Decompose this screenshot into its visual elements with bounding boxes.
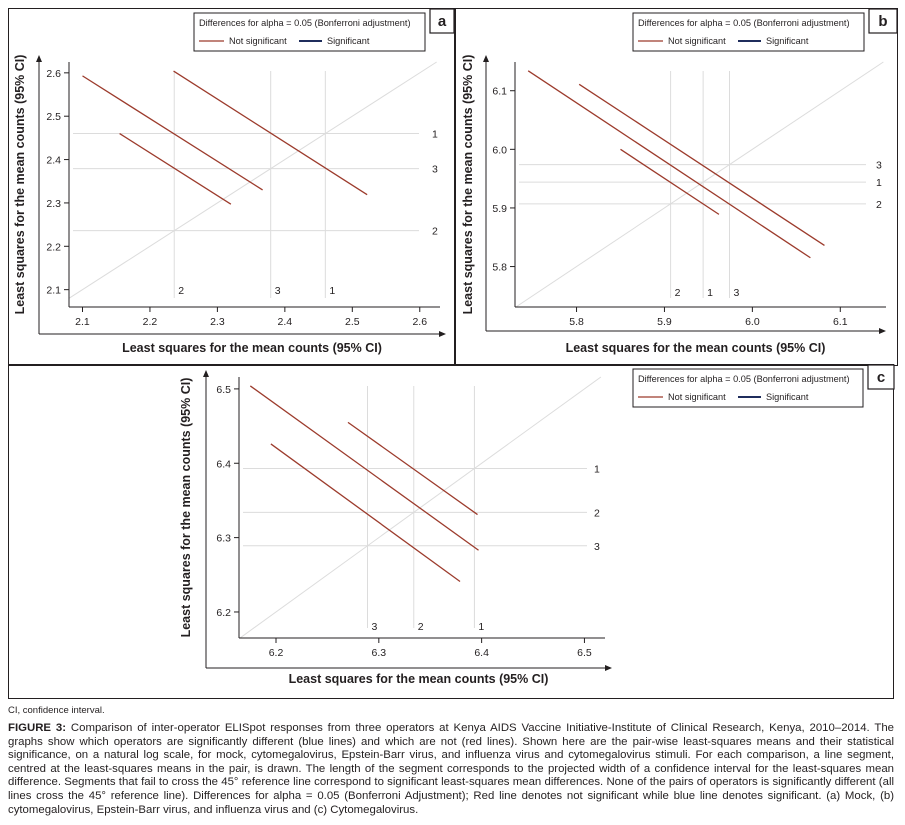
comparison-segment-1-3 bbox=[578, 83, 825, 247]
operator-mean-y-label: 3 bbox=[432, 164, 438, 176]
reference-diagonal-45 bbox=[68, 61, 437, 299]
y-tick-label: 2.1 bbox=[46, 285, 61, 297]
legend-box bbox=[632, 368, 864, 408]
y-tick-label: 2.6 bbox=[46, 68, 61, 80]
comparison-segment-1-3 bbox=[82, 75, 263, 191]
x-tick-label: 6.4 bbox=[474, 647, 489, 659]
y-tick-label: 5.9 bbox=[492, 203, 507, 215]
x-tick-label: 2.2 bbox=[143, 316, 158, 328]
legend-label-not-significant: Not significant bbox=[668, 36, 726, 46]
y-axis-title: Least squares for the mean counts (95% C… bbox=[179, 378, 193, 638]
x-axis-title: Least squares for the mean counts (95% C… bbox=[122, 341, 382, 355]
y-tick-label: 2.4 bbox=[46, 155, 61, 167]
operator-mean-x-label: 1 bbox=[478, 621, 484, 633]
comparison-segment-1-2 bbox=[527, 70, 811, 259]
comparison-segment-1-3 bbox=[249, 385, 479, 551]
chart-panel-a: 1 1 2 2 3 3 2.1 2.2 2.3 2.4 2.5 2.6 2.1 2.2 2.3 2.4 2.5 2… bbox=[13, 8, 455, 355]
figure-caption: FIGURE 3: Comparison of inter-operator E… bbox=[8, 722, 894, 817]
operator-mean-x-label: 1 bbox=[329, 285, 335, 297]
legend: Differences for alpha = 0.05 (Bonferroni… bbox=[632, 12, 865, 52]
x-tick-label: 6.1 bbox=[833, 316, 848, 328]
operator-mean-x-label: 2 bbox=[418, 621, 424, 633]
comparison-segment-2-3 bbox=[119, 132, 232, 205]
operator-mean-y-label: 2 bbox=[594, 507, 600, 519]
comparison-segment-1-2 bbox=[173, 70, 368, 196]
caption-text: Comparison of inter-operator ELISpot res… bbox=[8, 722, 894, 816]
y-tick-label: 5.8 bbox=[492, 262, 507, 274]
legend-box bbox=[193, 12, 426, 52]
y-tick-label: 2.2 bbox=[46, 241, 61, 253]
reference-diagonal-45 bbox=[239, 376, 602, 639]
operator-mean-y-label: 1 bbox=[432, 129, 438, 141]
operator-mean-y-label: 1 bbox=[876, 177, 882, 189]
ci-footnote: CI, confidence interval. bbox=[8, 705, 105, 716]
x-axis-title: Least squares for the mean counts (95% C… bbox=[289, 672, 549, 686]
operator-mean-y-label: 2 bbox=[432, 226, 438, 238]
x-tick-label: 2.6 bbox=[412, 316, 427, 328]
operator-mean-y-label: 1 bbox=[594, 463, 600, 475]
comparison-segment-1-2 bbox=[347, 421, 478, 516]
legend-label-not-significant: Not significant bbox=[229, 36, 287, 46]
operator-mean-x-label: 3 bbox=[734, 287, 740, 299]
comparison-segment-2-3 bbox=[620, 148, 720, 215]
operator-mean-x-label: 3 bbox=[275, 285, 281, 297]
y-tick-label: 6.4 bbox=[216, 458, 231, 470]
legend-label-not-significant: Not significant bbox=[668, 392, 726, 402]
operator-mean-y-label: 3 bbox=[876, 160, 882, 172]
x-tick-label: 2.3 bbox=[210, 316, 225, 328]
y-tick-label: 6.0 bbox=[492, 144, 507, 156]
y-tick-label: 6.3 bbox=[216, 533, 231, 545]
operator-mean-x-label: 1 bbox=[707, 287, 713, 299]
legend-title: Differences for alpha = 0.05 (Bonferroni… bbox=[638, 374, 850, 384]
caption-label: FIGURE 3: bbox=[8, 722, 67, 734]
operator-mean-y-label: 2 bbox=[876, 199, 882, 211]
chart-panel-b: 1 1 2 2 3 3 5.8 5.9 6.0 6.1 5.8 5.9 6.0 6.1 Least squa… bbox=[461, 8, 898, 355]
legend-label-significant: Significant bbox=[766, 392, 809, 402]
y-tick-label: 6.2 bbox=[216, 607, 231, 619]
x-tick-label: 6.0 bbox=[745, 316, 760, 328]
panel-tag-box bbox=[868, 8, 898, 34]
operator-mean-x-label: 3 bbox=[372, 621, 378, 633]
legend: Differences for alpha = 0.05 (Bonferroni… bbox=[193, 12, 426, 52]
x-tick-label: 6.2 bbox=[269, 647, 284, 659]
x-tick-label: 2.5 bbox=[345, 316, 360, 328]
y-axis-title: Least squares for the mean counts (95% C… bbox=[461, 55, 475, 315]
legend: Differences for alpha = 0.05 (Bonferroni… bbox=[632, 368, 864, 408]
x-tick-label: 6.5 bbox=[577, 647, 592, 659]
panel-tag-label: a bbox=[438, 13, 447, 30]
comparison-segment-2-3 bbox=[270, 443, 461, 583]
y-axis-title: Least squares for the mean counts (95% C… bbox=[13, 55, 27, 315]
x-tick-label: 6.3 bbox=[372, 647, 387, 659]
x-axis-title: Least squares for the mean counts (95% C… bbox=[566, 341, 826, 355]
legend-title: Differences for alpha = 0.05 (Bonferroni… bbox=[638, 18, 850, 28]
panel-tag-box bbox=[429, 8, 455, 34]
panel-divider bbox=[454, 8, 456, 366]
x-tick-label: 5.8 bbox=[569, 316, 584, 328]
y-tick-label: 6.5 bbox=[216, 384, 231, 396]
panel-tag-label: b bbox=[878, 13, 887, 30]
x-tick-label: 2.4 bbox=[278, 316, 293, 328]
y-tick-label: 2.5 bbox=[46, 111, 61, 123]
y-tick-label: 2.3 bbox=[46, 198, 61, 210]
legend-title: Differences for alpha = 0.05 (Bonferroni… bbox=[199, 18, 411, 28]
legend-label-significant: Significant bbox=[766, 36, 809, 46]
legend-box bbox=[632, 12, 865, 52]
legend-label-significant: Significant bbox=[327, 36, 370, 46]
figure-charts: 1 1 2 2 3 3 2.1 2.2 2.3 2.4 2.5 2.6 2.1 2.2 2.3 2.4 2.5 2… bbox=[13, 8, 898, 686]
panel-tag-box bbox=[867, 364, 895, 390]
y-tick-label: 6.1 bbox=[492, 86, 507, 98]
x-tick-label: 2.1 bbox=[75, 316, 90, 328]
x-tick-label: 5.9 bbox=[657, 316, 672, 328]
operator-mean-x-label: 2 bbox=[675, 287, 681, 299]
panel-tag-label: c bbox=[877, 369, 885, 386]
operator-mean-x-label: 2 bbox=[178, 285, 184, 297]
chart-panel-c: 1 1 2 2 3 3 6.2 6.3 6.4 6.5 6.2 6.3 6.4 6.5 Least squa… bbox=[179, 364, 895, 686]
panel-c-frame bbox=[8, 364, 894, 699]
operator-mean-y-label: 3 bbox=[594, 541, 600, 553]
